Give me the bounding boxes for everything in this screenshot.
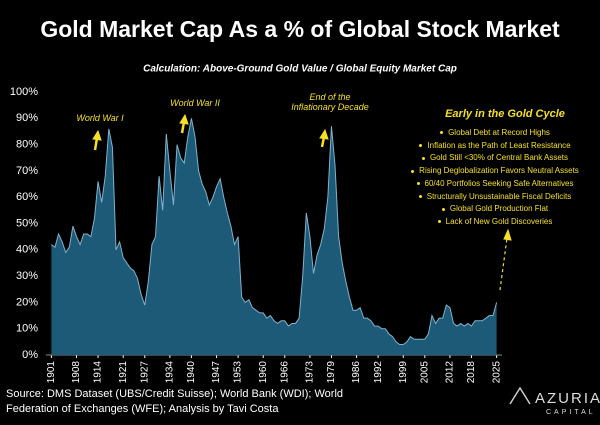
cycle-point-text: Global Gold Production Flat [449,204,549,214]
cycle-point: Lack of New Gold Discoveries [390,216,600,229]
logo-shape [509,386,531,405]
x-tick-label: 1921 [118,361,129,384]
area [51,118,497,355]
x-tick-label: 2012 [445,361,456,384]
x-tick-label: 1999 [398,361,409,384]
y-tick-label: 80% [16,139,38,151]
cycle-point: Global Debt at Record Highs [390,127,600,140]
bullet [421,156,425,160]
x-tick-label: 1934 [165,361,176,384]
x-tick-label: 2005 [419,361,430,384]
x-tick-label: 1947 [211,361,222,384]
y-tick-label: 70% [16,165,38,177]
logo-sub: CAPITAL [546,409,596,416]
x-tick-label: 1973 [305,361,316,384]
cycle-point-text: 60/40 Portfolios Seeking Safe Alternativ… [424,178,574,188]
arrow-head [319,128,329,140]
x-tick-label: 1914 [93,361,104,384]
bullet [419,144,423,148]
cycle-point-text: Rising Deglobalization Favors Neutral As… [419,166,579,176]
y-tick-label: 60% [16,191,38,203]
arrows [92,113,512,291]
x-tick-label: 1953 [233,361,244,384]
cycle-point-text: Inflation as the Path of Least Resistanc… [427,140,571,150]
cycle-point: 60/40 Portfolios Seeking Safe Alternativ… [390,178,600,191]
x-tick-label: 1927 [139,361,150,384]
y-tick-label: 50% [16,217,38,229]
cycle-point: Structurally Unsustainable Fiscal Defici… [390,191,600,204]
x-tick-label: 1979 [326,361,337,384]
y-tick-label: 0% [22,349,38,361]
x-tick-label: 1986 [351,361,362,384]
bullet [437,220,441,224]
y-tick-label: 40% [16,244,38,256]
bullet [418,194,422,198]
cycle-point: Inflation as the Path of Least Resistanc… [390,140,600,153]
arrow [93,137,99,151]
y-tick-label: 10% [16,323,38,335]
bullet [416,182,420,186]
plot: 0% 10% 20% 30% 40% 50% 60% 70% 80% 90% 100% 1901 190… [10,86,502,383]
x-tick-label: 1940 [186,361,197,384]
bullet [440,131,444,135]
x-tick-label: 1960 [258,361,269,384]
annotation: World War I [76,113,124,123]
y-tick-label: 30% [16,270,38,282]
cycle-point: Gold Still <30% of Central Bank Assets [390,152,600,165]
cycle-point: Global Gold Production Flat [390,203,600,216]
arrow [499,237,508,291]
area-line [51,118,498,345]
cycle-point-text: Lack of New Gold Discoveries [445,216,553,226]
x-tick-label: 2025 [491,361,502,384]
y-tick-label: 90% [16,112,38,124]
x-tick-label: 2018 [466,361,477,384]
source: Source: DMS Dataset (UBS/Credit Suisse);… [6,388,344,415]
bullet [441,207,445,211]
chart-subtitle: Calculation: Above-Ground Gold Value / G… [143,64,457,75]
y-tick-label: 20% [16,296,38,308]
cycle-point: Rising Deglobalization Favors Neutral As… [390,165,600,178]
arrow-head [92,129,102,141]
cycle-point-text: Global Debt at Record Highs [448,128,550,137]
logo: AZURIA [535,390,600,407]
x-tick-label: 1908 [71,361,82,384]
cycle-point-text: Gold Still <30% of Central Bank Assets [429,153,569,163]
x-tick-label: 1901 [46,361,57,384]
annotation: End of the Inflationary Decade [291,92,369,112]
annotation: World War II [170,98,220,108]
arrow-head [179,113,189,125]
bullet [411,169,415,173]
arrow-head [503,228,512,241]
x-tick-label: 1992 [373,361,384,384]
logo-mark [509,386,531,405]
cycle-points: Global Debt at Record Highs Inflation as … [390,127,600,229]
x-tick-label: 1966 [279,361,290,384]
cycle-title: Early in the Gold Cycle [445,108,565,120]
y-tick-label: 100% [10,86,38,98]
cycle-point-text: Structurally Unsustainable Fiscal Defici… [426,191,572,201]
chart-title: Gold Market Cap As a % of Global Stock M… [40,16,560,42]
